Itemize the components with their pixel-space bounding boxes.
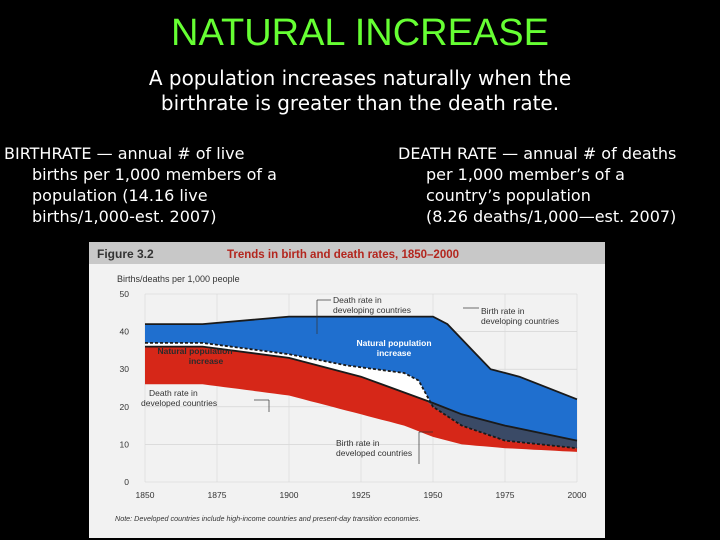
chart-annotations: Death rate in developing countries Birth… xyxy=(141,295,559,464)
area-developed-overlap xyxy=(145,346,577,449)
annotation-text-6a: Birth rate in xyxy=(336,438,380,448)
annotation-text-5b: developed countries xyxy=(141,398,217,408)
x-tick-label-1950: 1950 xyxy=(424,490,443,500)
y-tick-label-10: 10 xyxy=(120,439,130,449)
annotation-natural-increase-developing: Natural population increase xyxy=(356,338,431,358)
annotation-text-4a: Natural population xyxy=(157,346,232,356)
annotation-death-rate-developing: Death rate in developing countries xyxy=(316,295,411,334)
y-tick-label-50: 50 xyxy=(120,289,130,299)
annotation-text-2b: developing countries xyxy=(481,316,559,326)
slide-title: NATURAL INCREASE xyxy=(171,12,549,54)
x-tick-label-1975: 1975 xyxy=(496,490,515,500)
x-tick-label-1875: 1875 xyxy=(208,490,227,500)
annotation-text-2a: Birth rate in xyxy=(481,306,525,316)
annotation-text-1b: developing countries xyxy=(333,305,411,315)
figure-header-bar xyxy=(89,242,605,264)
deathrate-line-4: (8.26 deaths/1,000—est. 2007) xyxy=(426,207,677,226)
plot-area: 0 10 20 30 40 50 1850 1875 1900 1925 1950 1975 2000 xyxy=(120,289,587,500)
annotation-text-1a: Death rate in xyxy=(333,295,382,305)
y-tick-label-0: 0 xyxy=(124,477,129,487)
deathrate-line-3: country’s population xyxy=(426,186,591,205)
birthrate-line-2: births per 1,000 members of a xyxy=(32,165,277,184)
birthrate-term: BIRTHRATE xyxy=(4,144,92,163)
deathrate-line-1: — annual # of deaths xyxy=(497,144,677,163)
annotation-death-rate-developed: Death rate in developed countries xyxy=(141,388,270,412)
y-tick-label-30: 30 xyxy=(120,364,130,374)
area-natural-increase-developed xyxy=(145,346,577,452)
birthrate-line-4: births/1,000-est. 2007) xyxy=(32,207,217,226)
y-tick-label-20: 20 xyxy=(120,402,130,412)
annotation-text-3a: Natural population xyxy=(356,338,431,348)
chart-title: Trends in birth and death rates, 1850–20… xyxy=(227,249,459,261)
annotation-birth-rate-developed: Birth rate in developed countries xyxy=(336,431,433,464)
birthrate-line-1: — annual # of live xyxy=(91,144,245,163)
birthrate-definition: BIRTHRATE — annual # of live births per … xyxy=(4,143,364,227)
annotation-natural-increase-developed: Natural population increase xyxy=(157,346,232,366)
y-axis-label: Births/deaths per 1,000 people xyxy=(117,274,240,284)
annotation-birth-rate-developing: Birth rate in developing countries xyxy=(463,306,559,326)
series-lines xyxy=(145,315,578,450)
line-birth-rate-developed xyxy=(145,345,578,442)
x-tick-label-1925: 1925 xyxy=(352,490,371,500)
x-tick-labels: 1850 1875 1900 1925 1950 1975 2000 xyxy=(136,490,587,500)
y-tick-label-40: 40 xyxy=(120,327,130,337)
annotation-text-6b: developed countries xyxy=(336,448,412,458)
annotation-text-5a: Death rate in xyxy=(149,388,198,398)
y-tick-labels: 0 10 20 30 40 50 xyxy=(120,289,130,487)
slide-subtitle: A population increases naturally when th… xyxy=(60,66,660,116)
annotation-text-3b: increase xyxy=(377,348,412,358)
line-death-rate-developing xyxy=(145,342,578,450)
deathrate-definition: DEATH RATE — annual # of deaths per 1,00… xyxy=(398,143,716,227)
birth-death-rate-figure: Figure 3.2 Trends in birth and death rat… xyxy=(89,242,605,538)
subtitle-line-1: A population increases naturally when th… xyxy=(148,66,572,90)
birthrate-line-3: population (14.16 live xyxy=(32,186,208,205)
line-birth-rate-developing xyxy=(145,315,578,401)
annotation-text-4b: increase xyxy=(189,356,224,366)
figure-label: Figure 3.2 xyxy=(97,247,154,261)
x-tick-label-2000: 2000 xyxy=(568,490,587,500)
deathrate-line-2: per 1,000 member’s of a xyxy=(426,165,625,184)
x-tick-label-1900: 1900 xyxy=(280,490,299,500)
x-tick-label-1850: 1850 xyxy=(136,490,155,500)
subtitle-line-2: birthrate is greater than the death rate… xyxy=(160,91,560,115)
deathrate-term: DEATH RATE xyxy=(398,144,498,163)
figure-note: Note: Developed countries include high-i… xyxy=(115,514,421,523)
